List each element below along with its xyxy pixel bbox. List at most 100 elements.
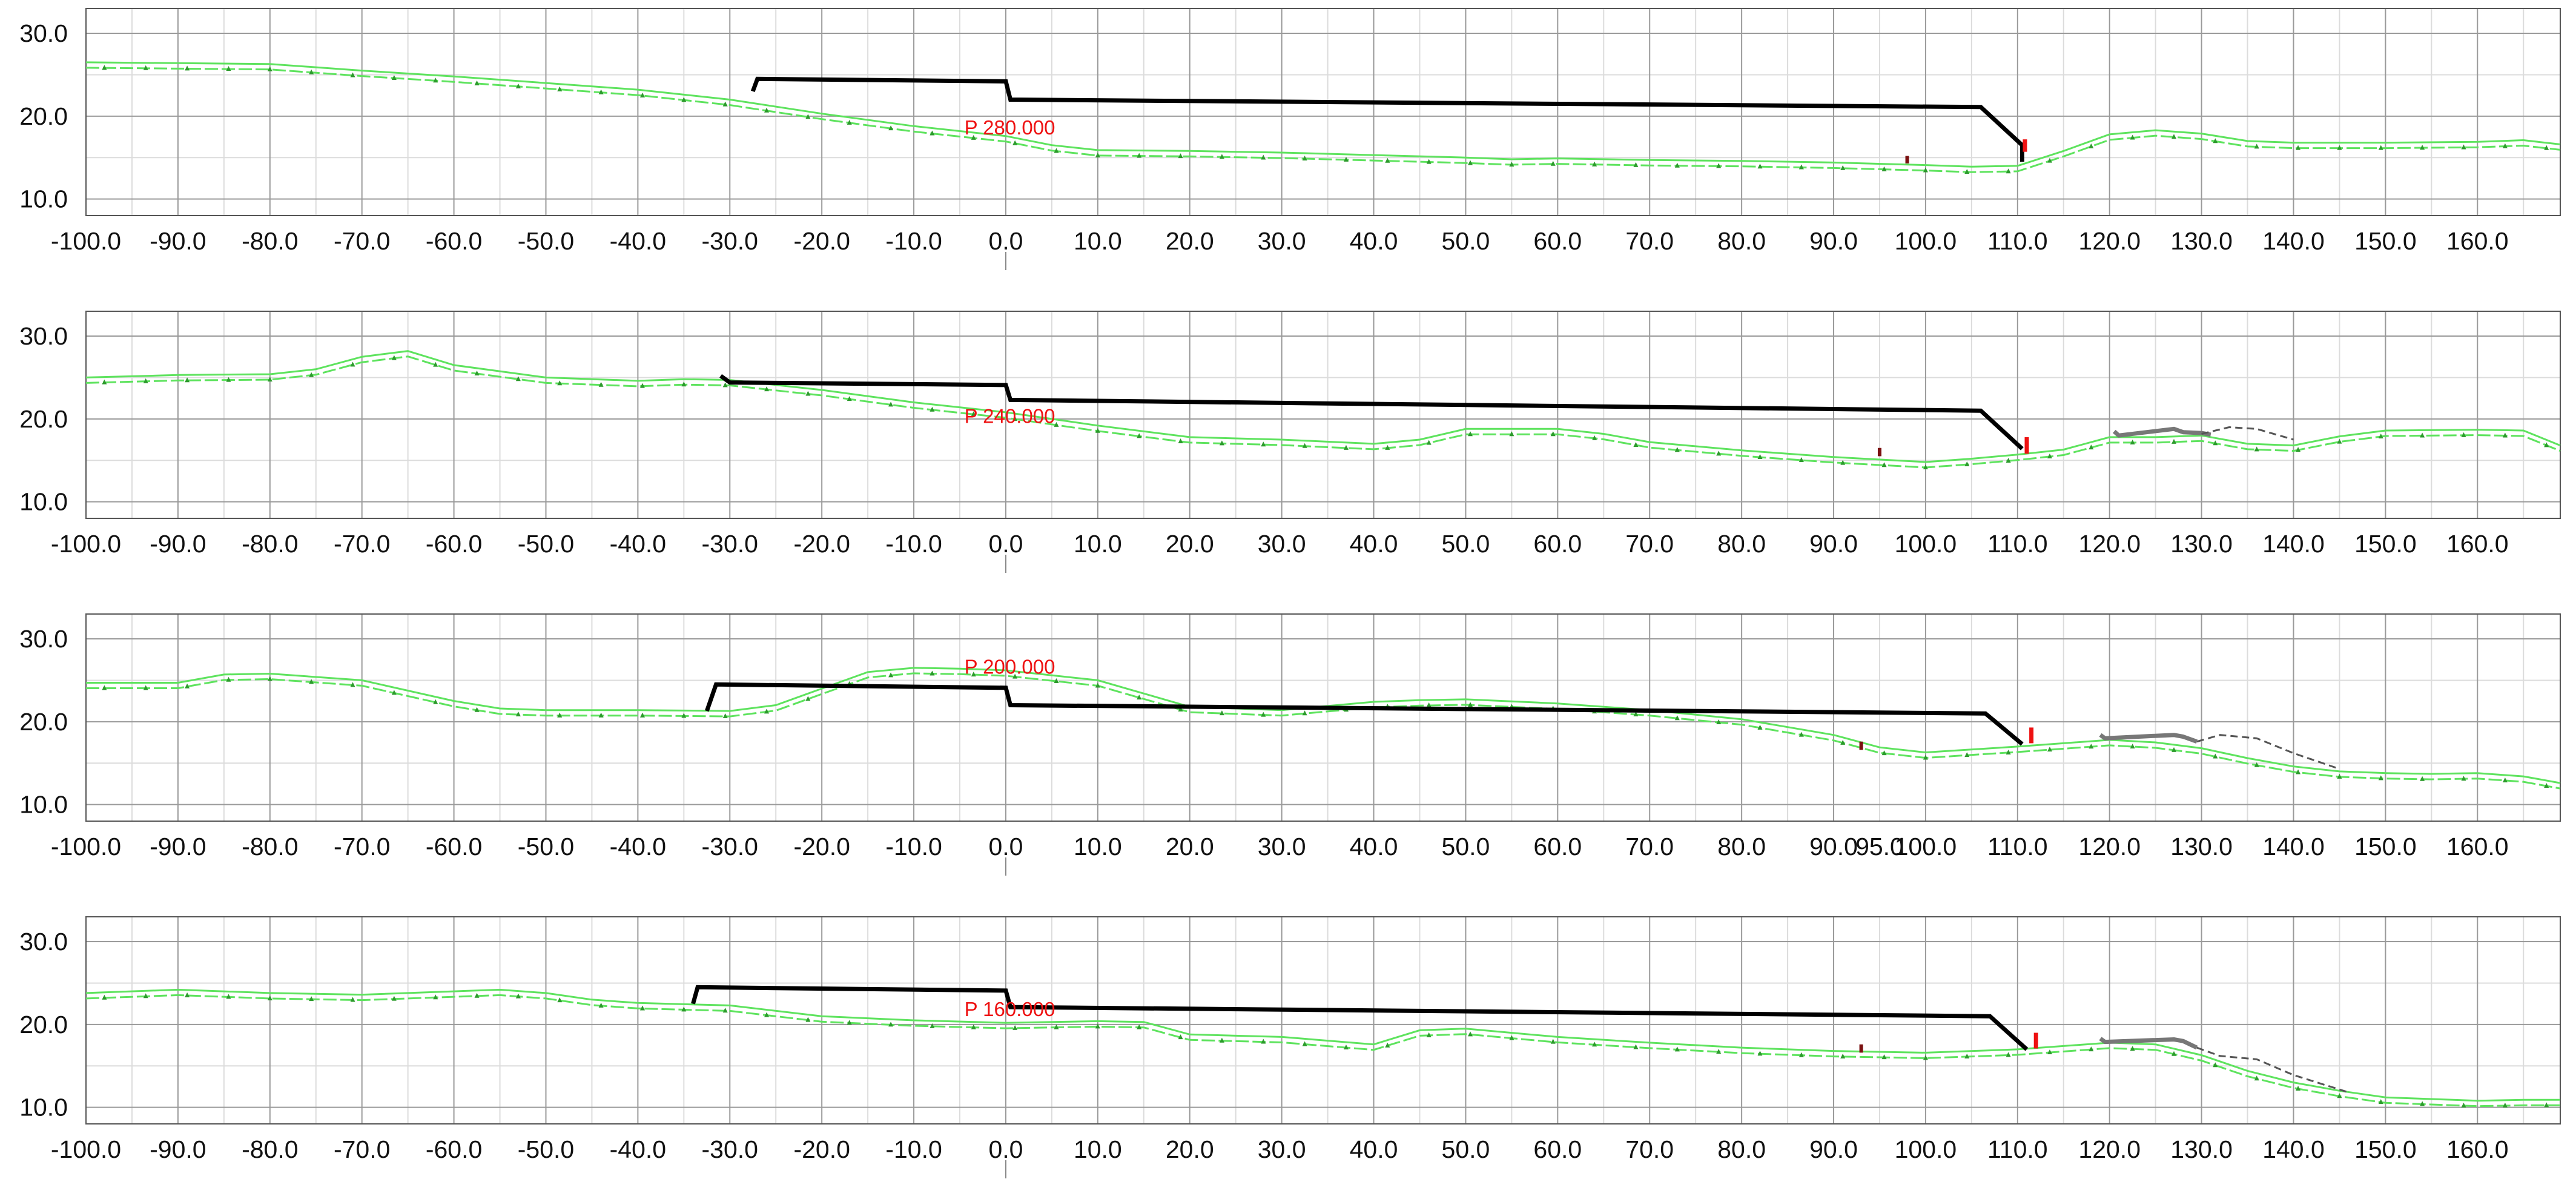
terrain-marker <box>143 378 148 383</box>
terrain-marker <box>2337 773 2342 779</box>
x-tick-label: -30.0 <box>702 1135 758 1163</box>
terrain-marker <box>226 994 231 999</box>
x-tick-label: 40.0 <box>1350 530 1398 558</box>
y-tick-label: 10.0 <box>19 791 68 819</box>
x-tick-label: 70.0 <box>1625 530 1674 558</box>
terrain-marker <box>2502 432 2508 438</box>
terrain-marker <box>2006 458 2011 463</box>
terrain-marker <box>2378 433 2383 438</box>
terrain-marker <box>598 89 604 94</box>
terrain-marker <box>681 1006 687 1012</box>
terrain-marker <box>1385 1042 1390 1048</box>
terrain-marker <box>2337 438 2342 444</box>
terrain-marker <box>267 66 272 71</box>
terrain-marker <box>433 699 438 704</box>
terrain-marker <box>2006 749 2011 755</box>
terrain-marker <box>1633 712 1639 717</box>
x-tick-label: 0.0 <box>988 227 1023 255</box>
x-tick-label: -30.0 <box>702 530 758 558</box>
terrain-marker <box>1964 169 1970 174</box>
terrain-marker <box>267 676 272 681</box>
terrain-marker <box>2213 440 2218 446</box>
terrain-marker <box>764 386 770 392</box>
terrain-marker <box>1302 443 1307 448</box>
x-tick-label: -80.0 <box>242 833 298 860</box>
terrain-marker <box>1261 1039 1266 1044</box>
terrain-marker <box>2420 432 2425 438</box>
terrain-marker <box>805 1017 811 1022</box>
terrain-marker <box>267 376 272 381</box>
x-tick-label: -40.0 <box>610 530 666 558</box>
terrain-marker <box>722 382 728 388</box>
terrain-marker <box>971 1024 976 1029</box>
x-tick-label: -40.0 <box>610 833 666 860</box>
x-tick-label: 20.0 <box>1166 1135 1214 1163</box>
terrain-marker <box>1509 161 1514 167</box>
x-tick-label: 60.0 <box>1533 530 1582 558</box>
terrain-marker <box>185 377 190 383</box>
terrain-marker <box>226 377 231 382</box>
x-tick-label: 50.0 <box>1442 530 1490 558</box>
x-tick-label: -90.0 <box>150 530 206 558</box>
terrain-marker <box>2047 453 2052 458</box>
terrain-marker <box>598 381 604 387</box>
terrain-marker <box>557 380 563 386</box>
plot-background <box>86 614 2560 821</box>
terrain-marker <box>1054 678 1059 684</box>
terrain-line-upper <box>86 667 2561 784</box>
terrain-marker <box>1137 1024 1142 1029</box>
terrain-marker <box>557 997 563 1003</box>
terrain-marker <box>102 65 107 70</box>
terrain-marker <box>847 119 852 125</box>
terrain-marker <box>1923 167 1928 173</box>
x-tick-label: 90.0 <box>1809 1135 1858 1163</box>
terrain-marker <box>1095 152 1100 157</box>
terrain-marker <box>2130 1046 2135 1051</box>
x-tick-label: -100.0 <box>51 530 121 558</box>
terrain-marker <box>598 1002 604 1008</box>
x-tick-label: 90.0 <box>1809 530 1858 558</box>
terrain-marker <box>639 712 645 718</box>
x-tick-label: -60.0 <box>426 530 482 558</box>
plot-frame <box>85 613 2561 822</box>
terrain-marker <box>1178 153 1183 159</box>
terrain-line-upper <box>85 61 2561 168</box>
terrain-marker <box>557 86 563 91</box>
x-tick-label: 50.0 <box>1442 1135 1490 1163</box>
x-tick-label: 160.0 <box>2446 833 2509 860</box>
y-tick-label: 30.0 <box>19 19 68 47</box>
x-tick-label: 100.0 <box>1895 530 1957 558</box>
terrain-marker <box>1592 161 1597 167</box>
terrain-marker <box>1798 164 1804 170</box>
terrain-marker <box>1468 160 1473 165</box>
x-tick-label: 130.0 <box>2170 227 2233 255</box>
x-tick-label: 120.0 <box>2078 1135 2141 1163</box>
terrain-marker <box>1385 157 1390 163</box>
terrain-marker <box>598 712 604 718</box>
terrain-line-upper <box>85 350 2561 463</box>
terrain-marker <box>102 379 107 385</box>
x-tick-label: 10.0 <box>1074 1135 1122 1163</box>
terrain-marker <box>309 679 314 684</box>
x-tick-label: -60.0 <box>426 227 482 255</box>
terrain-marker <box>681 97 687 102</box>
x-tick-label: -70.0 <box>334 1135 390 1163</box>
terrain-marker <box>2378 1099 2383 1105</box>
x-tick-label: 110.0 <box>1987 1135 2048 1163</box>
terrain-marker <box>1137 433 1142 438</box>
x-tick-label: 120.0 <box>2078 227 2141 255</box>
x-tick-label: -40.0 <box>610 1135 666 1163</box>
terrain-marker <box>2254 1075 2259 1081</box>
terrain-marker <box>2213 138 2218 144</box>
terrain-marker <box>515 712 521 717</box>
x-tick-label: 70.0 <box>1625 1135 1674 1163</box>
x-tick-label: 40.0 <box>1350 833 1398 860</box>
station-label: P 200.000 <box>965 655 1055 678</box>
x-tick-label: -90.0 <box>150 227 206 255</box>
terrain-marker <box>930 130 935 136</box>
terrain-marker <box>1178 1034 1183 1040</box>
x-tick-label: 110.0 <box>1987 530 2048 558</box>
terrain-marker <box>2089 143 2094 148</box>
terrain-marker <box>681 713 687 718</box>
dashed-outline-line <box>2201 426 2294 441</box>
